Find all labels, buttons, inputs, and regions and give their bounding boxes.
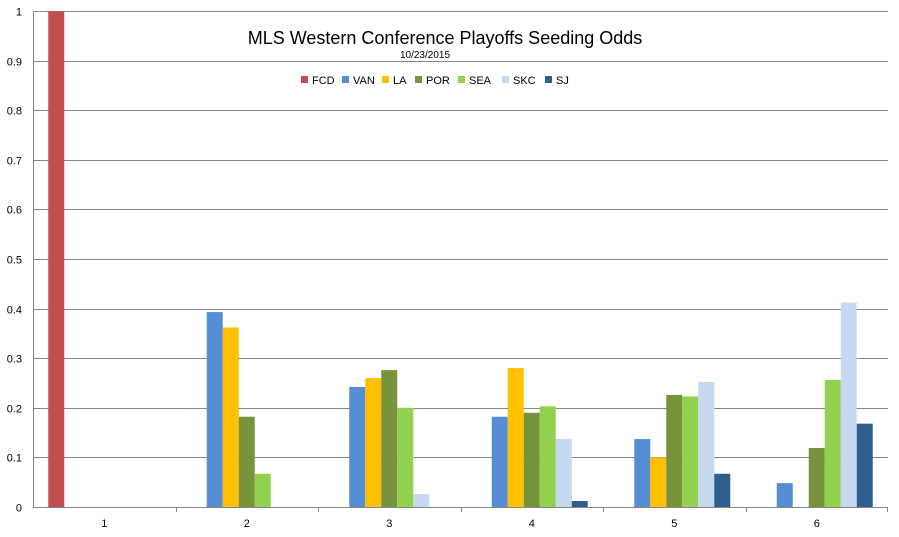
- bar-sj-5: [714, 473, 731, 507]
- bar-van-2: [206, 312, 223, 507]
- bar-la-5: [650, 457, 667, 507]
- chart-subtitle: 10/23/2015: [400, 50, 450, 61]
- bar-sj-4: [571, 501, 588, 507]
- bar-por-5: [666, 394, 683, 507]
- x-tick-label: 2: [244, 518, 250, 530]
- legend-swatch-skc: [502, 76, 509, 83]
- y-tick-label: 0.4: [7, 305, 22, 317]
- bar-van-3: [349, 386, 366, 507]
- legend-label-van: VAN: [353, 75, 375, 87]
- y-tick-label: 0: [16, 503, 22, 515]
- y-tick-label: 0.1: [7, 453, 22, 465]
- x-tick-label: 5: [671, 518, 677, 530]
- bar-sea-3: [397, 407, 414, 507]
- y-tick-label: 0.7: [7, 156, 22, 168]
- legend-swatch-sea: [458, 76, 465, 83]
- chart-title: MLS Western Conference Playoffs Seeding …: [248, 28, 643, 48]
- legend-swatch-por: [415, 76, 422, 83]
- bar-sea-5: [682, 396, 699, 507]
- legend-swatch-la: [382, 76, 389, 83]
- bar-por-6: [808, 447, 825, 507]
- bar-por-3: [381, 370, 398, 507]
- legend-label-skc: SKC: [513, 75, 536, 87]
- legend-label-sj: SJ: [556, 75, 569, 87]
- bar-sea-4: [539, 406, 556, 507]
- bar-sea-6: [824, 380, 841, 507]
- legend-swatch-van: [342, 76, 349, 83]
- bars: [48, 11, 873, 507]
- bar-la-4: [507, 368, 524, 507]
- legend-swatch-sj: [545, 76, 552, 83]
- y-tick-label: 1: [16, 7, 22, 19]
- bar-van-4: [491, 416, 508, 507]
- y-tick-label: 0.6: [7, 205, 22, 217]
- legend: FCD VAN LA POR SEA SKC SJ: [301, 75, 569, 87]
- bar-sj-6: [856, 423, 873, 507]
- x-tick-label: 6: [814, 518, 820, 530]
- bar-la-2: [222, 327, 239, 507]
- legend-label-la: LA: [393, 75, 407, 87]
- bar-van-6: [776, 483, 793, 507]
- bar-por-2: [238, 416, 255, 507]
- legend-label-fcd: FCD: [312, 75, 335, 87]
- x-tick-label: 1: [101, 518, 107, 530]
- bar-sea-2: [254, 473, 271, 507]
- x-tick-label: 4: [529, 518, 535, 530]
- bar-skc-4: [555, 439, 572, 507]
- bar-skc-3: [413, 494, 430, 507]
- y-tick-label: 0.3: [7, 354, 22, 366]
- y-tick-label: 0.5: [7, 255, 22, 267]
- bar-fcd-1: [48, 11, 65, 507]
- y-axis-ticks: 0 0.1 0.2 0.3 0.4 0.5 0.6 0.7 0.8 0.9 1: [7, 7, 22, 515]
- y-tick-label: 0.2: [7, 404, 22, 416]
- bar-la-3: [365, 378, 382, 507]
- x-tick-label: 3: [386, 518, 392, 530]
- legend-label-sea: SEA: [469, 75, 492, 87]
- bar-por-4: [523, 412, 540, 507]
- legend-swatch-fcd: [301, 76, 308, 83]
- bar-skc-5: [698, 382, 715, 507]
- x-axis: 1 2 3 4 5 6: [33, 11, 888, 530]
- y-tick-label: 0.8: [7, 106, 22, 118]
- legend-label-por: POR: [426, 75, 450, 87]
- bar-van-5: [634, 439, 651, 507]
- bar-skc-6: [840, 302, 857, 507]
- gridlines: [33, 11, 888, 458]
- y-tick-label: 0.9: [7, 57, 22, 69]
